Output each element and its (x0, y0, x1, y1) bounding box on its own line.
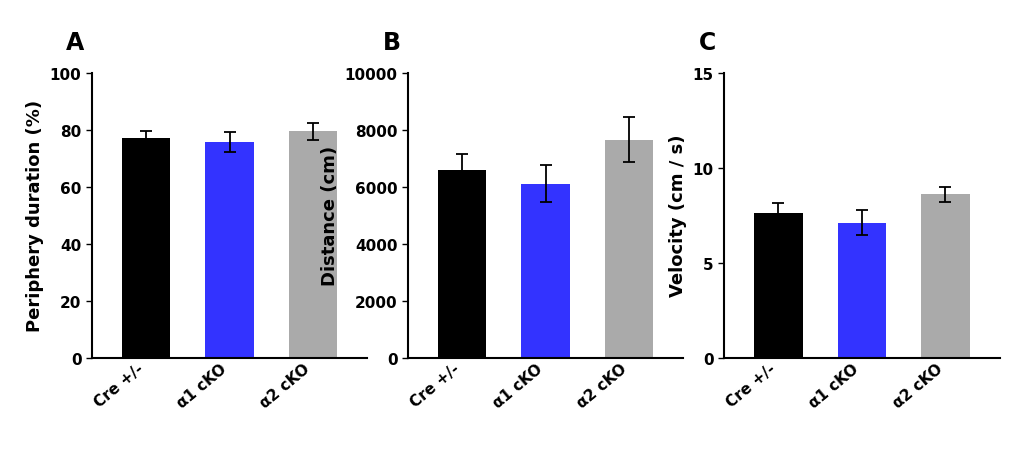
Text: A: A (66, 31, 85, 55)
Bar (604, 140, 653, 358)
Text: B: B (382, 31, 400, 55)
Text: C: C (698, 31, 715, 55)
Bar (121, 139, 170, 358)
Bar (837, 224, 886, 358)
Y-axis label: Distance (cm): Distance (cm) (321, 146, 338, 285)
Bar (205, 143, 254, 358)
Bar (288, 132, 337, 358)
Bar (920, 195, 969, 358)
Y-axis label: Periphery duration (%): Periphery duration (%) (26, 100, 44, 331)
Bar (437, 170, 486, 358)
Y-axis label: Velocity (cm / s): Velocity (cm / s) (668, 134, 687, 297)
Bar (521, 185, 570, 358)
Bar (753, 214, 802, 358)
